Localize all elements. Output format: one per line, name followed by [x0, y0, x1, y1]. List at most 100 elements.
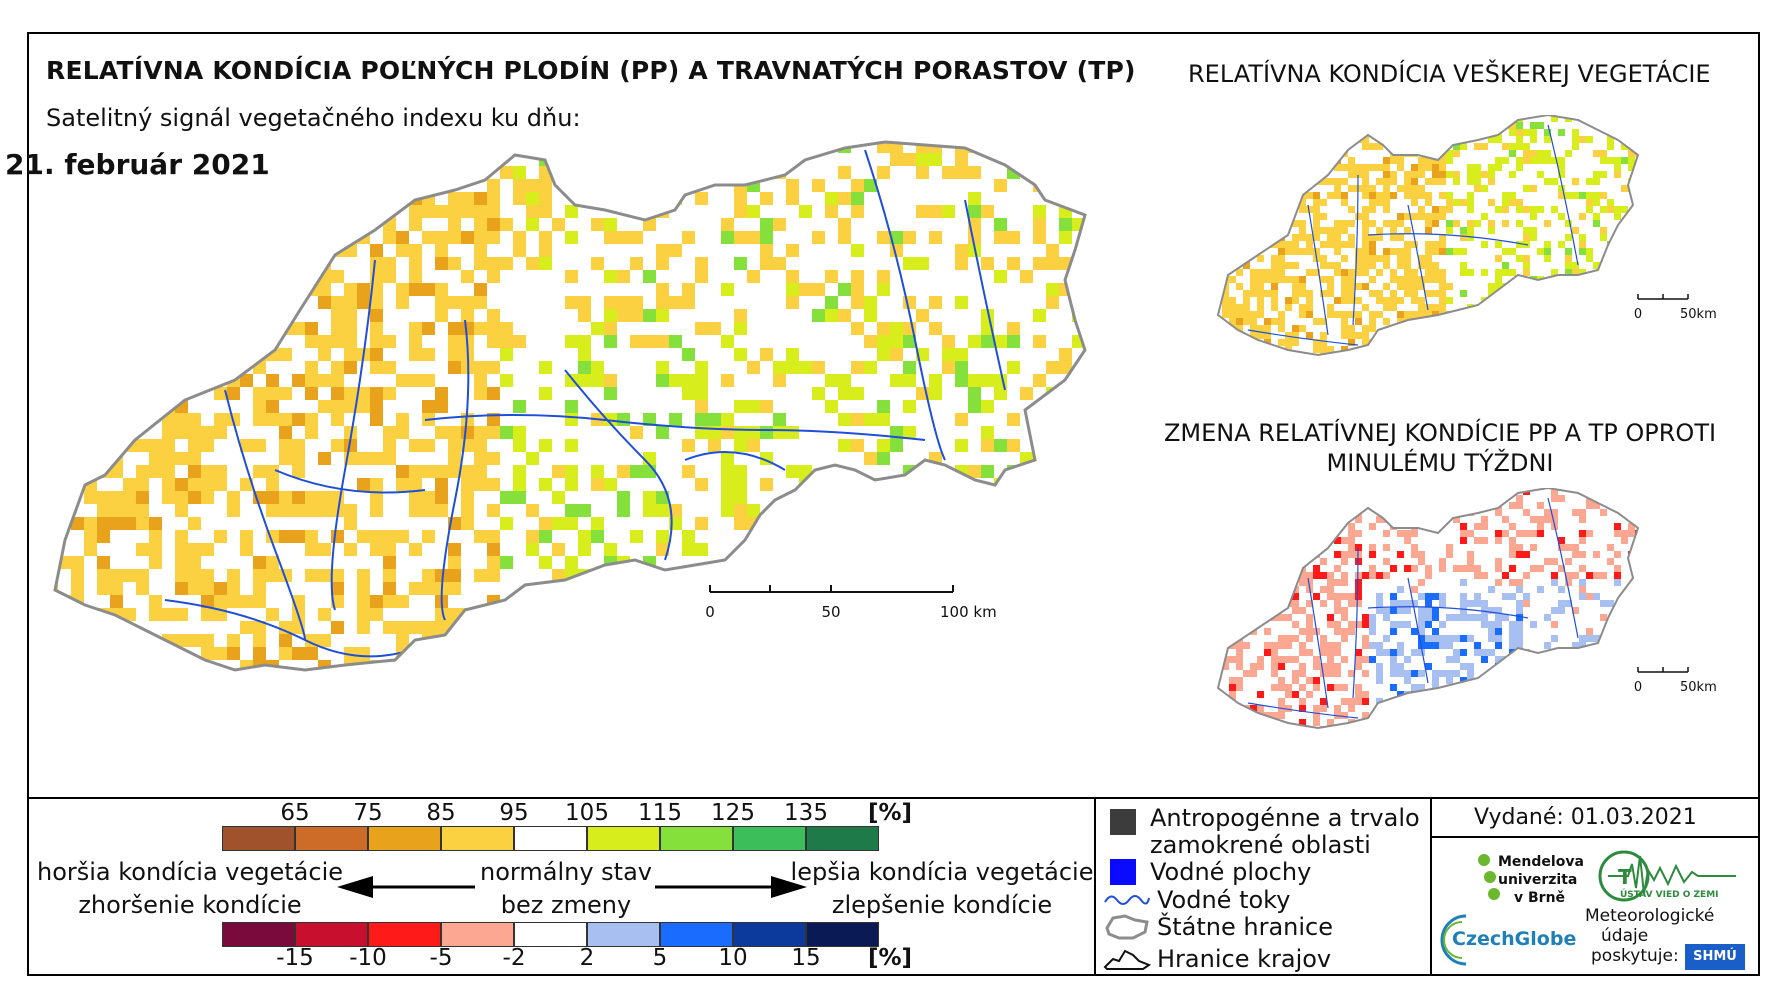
- map-pixel: [1222, 171, 1229, 178]
- map-pixel: [188, 244, 201, 257]
- map-pixel: [188, 231, 201, 244]
- map-pixel: [1299, 572, 1306, 579]
- map-pixel: [1572, 227, 1579, 234]
- map-pixel: [1111, 608, 1124, 621]
- map-pixel: [1313, 143, 1320, 150]
- map-pixel: [1243, 726, 1250, 728]
- map-pixel: [1432, 635, 1439, 642]
- map-pixel: [1600, 115, 1607, 122]
- map-pixel: [162, 465, 175, 478]
- map-pixel: [539, 192, 552, 205]
- map-pixel: [1320, 318, 1327, 325]
- map-pixel: [734, 322, 747, 335]
- map-pixel: [1059, 673, 1072, 686]
- map-pixel: [253, 686, 266, 699]
- map-pixel: [305, 543, 318, 556]
- map-pixel: [1306, 192, 1313, 199]
- map-pixel: [97, 725, 110, 738]
- map-pixel: [1551, 339, 1558, 346]
- map-pixel: [201, 361, 214, 374]
- map-pixel: [1607, 402, 1614, 405]
- map-pixel: [994, 439, 1007, 452]
- map-pixel: [1137, 218, 1150, 231]
- map-pixel: [1677, 495, 1684, 502]
- map-pixel: [760, 400, 773, 413]
- map-pixel: [331, 179, 344, 192]
- map-pixel: [1243, 642, 1250, 649]
- map-pixel: [1460, 129, 1467, 136]
- map-pixel: [1229, 360, 1236, 367]
- map-pixel: [812, 361, 825, 374]
- map-pixel: [357, 192, 370, 205]
- map-pixel: [266, 491, 279, 504]
- map-pixel: [1390, 171, 1397, 178]
- map-pixel: [1523, 206, 1530, 213]
- cb2-cell-0: [222, 922, 295, 947]
- map-pixel: [1558, 691, 1565, 698]
- map-pixel: [188, 283, 201, 296]
- map-pixel: [1712, 495, 1719, 502]
- map-pixel: [97, 439, 110, 452]
- map-pixel: [1509, 579, 1516, 586]
- map-pixel: [1362, 768, 1369, 775]
- map-pixel: [487, 621, 500, 634]
- map-pixel: [1376, 740, 1383, 747]
- map-pixel: [1208, 171, 1215, 178]
- map-pixel: [942, 166, 955, 179]
- map-pixel: [448, 335, 461, 348]
- map-pixel: [708, 764, 721, 777]
- map-pixel: [1684, 621, 1691, 628]
- map-pixel: [292, 192, 305, 205]
- map-pixel: [1628, 157, 1635, 164]
- map-pixel: [1642, 136, 1649, 143]
- map-pixel: [1628, 649, 1635, 656]
- map-pixel: [1072, 142, 1085, 153]
- map-pixel: [747, 400, 760, 413]
- map-pixel: [591, 621, 604, 634]
- map-pixel: [1313, 381, 1320, 388]
- map-pixel: [136, 192, 149, 205]
- map-pixel: [1124, 556, 1137, 569]
- map-pixel: [630, 142, 643, 153]
- map-pixel: [292, 218, 305, 231]
- map-pixel: [851, 296, 864, 309]
- map-pixel: [1432, 276, 1439, 283]
- map-pixel: [1460, 339, 1467, 346]
- map-pixel: [1257, 593, 1264, 600]
- map-pixel: [1523, 332, 1530, 339]
- map-pixel: [370, 699, 383, 712]
- map-pixel: [1411, 185, 1418, 192]
- map-pixel: [474, 166, 487, 179]
- map-pixel: [968, 634, 981, 647]
- map-pixel: [1404, 600, 1411, 607]
- map-pixel: [1474, 691, 1481, 698]
- map-pixel: [1670, 199, 1677, 206]
- map-pixel: [1593, 488, 1600, 495]
- map-pixel: [344, 192, 357, 205]
- map-pixel: [1397, 157, 1404, 164]
- map-pixel: [1418, 311, 1425, 318]
- map-pixel: [409, 348, 422, 361]
- map-pixel: [1299, 171, 1306, 178]
- map-pixel: [1523, 367, 1530, 374]
- map-pixel: [1264, 157, 1271, 164]
- map-pixel: [435, 426, 448, 439]
- map-pixel: [1362, 698, 1369, 705]
- map-pixel: [136, 400, 149, 413]
- map-pixel: [344, 322, 357, 335]
- map-pixel: [890, 673, 903, 686]
- map-pixel: [1439, 367, 1446, 374]
- map-pixel: [1446, 122, 1453, 129]
- map-pixel: [487, 530, 500, 543]
- map-pixel: [1726, 670, 1728, 677]
- map-pixel: [1418, 192, 1425, 199]
- map-pixel: [1376, 227, 1383, 234]
- map-pixel: [1467, 726, 1474, 728]
- map-pixel: [253, 179, 266, 192]
- map-pixel: [1369, 733, 1376, 740]
- map-pixel: [1432, 628, 1439, 635]
- map-pixel: [1383, 304, 1390, 311]
- map-pixel: [1020, 582, 1033, 595]
- map-pixel: [1390, 747, 1397, 754]
- map-pixel: [1348, 537, 1355, 544]
